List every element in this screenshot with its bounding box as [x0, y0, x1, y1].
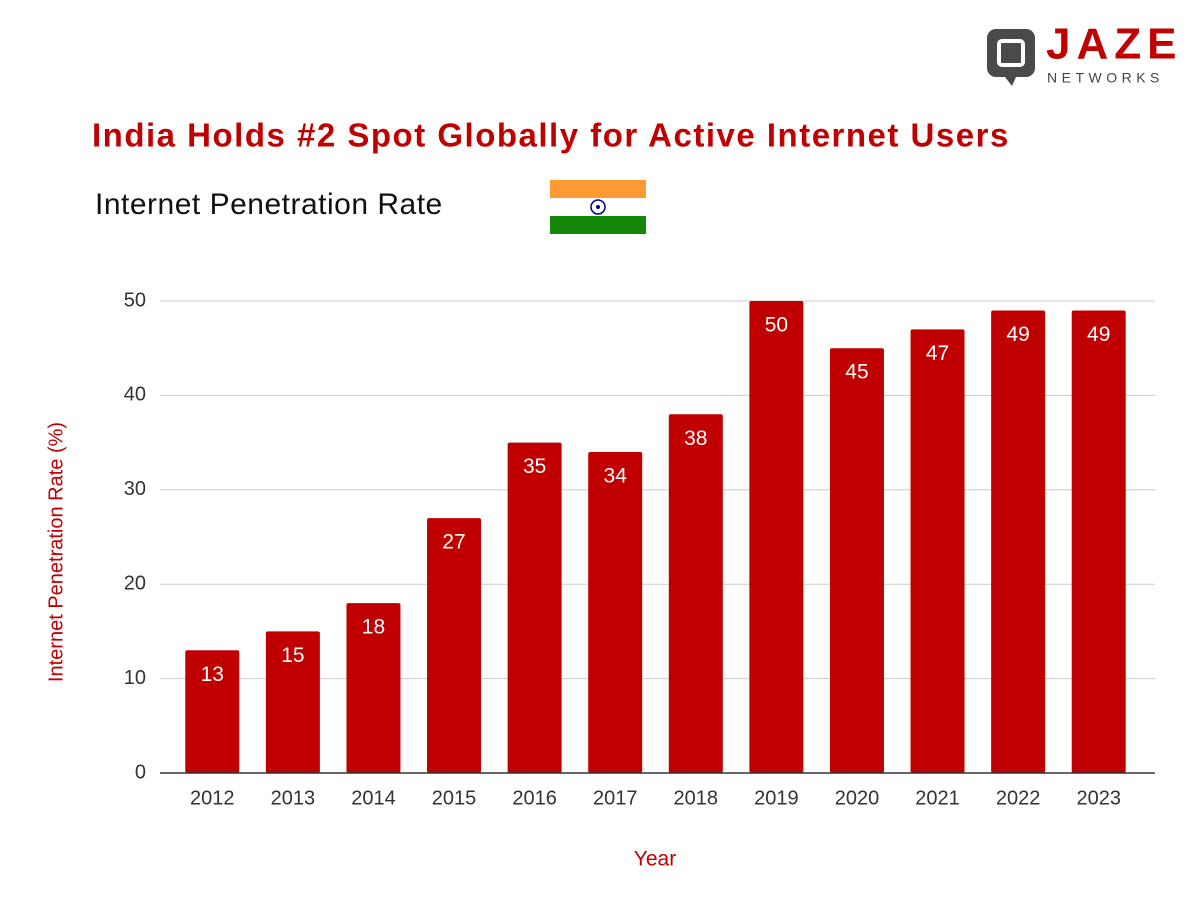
value-label: 49 — [1087, 323, 1110, 346]
logo: JAZE NETWORKS — [987, 20, 1182, 86]
value-label: 47 — [926, 342, 949, 365]
x-tick-label: 2023 — [1076, 787, 1121, 809]
x-tick-label: 2021 — [915, 787, 960, 809]
value-label: 49 — [1006, 323, 1029, 346]
value-label: 18 — [362, 616, 385, 639]
logo-icon — [987, 29, 1035, 77]
bar — [265, 631, 320, 773]
chart-title: India Holds #2 Spot Globally for Active … — [92, 117, 1010, 154]
y-tick-label: 10 — [124, 667, 146, 689]
bar — [427, 518, 482, 773]
chart-subtitle: Internet Penetration Rate — [95, 188, 443, 221]
y-axis-label: Internet Penetration Rate (%) — [45, 422, 67, 682]
bar — [185, 650, 240, 773]
bar — [668, 414, 723, 773]
y-tick-label: 20 — [124, 572, 146, 594]
bar — [749, 301, 804, 773]
bar — [991, 310, 1046, 773]
value-label: 45 — [845, 361, 868, 384]
value-label: 50 — [765, 314, 788, 337]
flag — [550, 180, 646, 234]
logo-icon-inner — [997, 39, 1025, 67]
logo-icon-tail — [1005, 77, 1016, 86]
x-tick-label: 2019 — [754, 787, 799, 809]
x-tick-label: 2017 — [593, 787, 638, 809]
x-tick-label: 2016 — [512, 787, 557, 809]
value-label: 27 — [442, 531, 465, 554]
x-tick-label: 2015 — [432, 787, 477, 809]
x-tick-label: 2022 — [996, 787, 1041, 809]
x-tick-label: 2012 — [190, 787, 235, 809]
x-tick-label: 2018 — [674, 787, 719, 809]
x-tick-label: 2013 — [271, 787, 316, 809]
y-tick-label: 40 — [124, 384, 146, 406]
bar — [507, 442, 562, 773]
bar — [1071, 310, 1126, 773]
bar — [910, 329, 965, 773]
flag-chakra-hub — [596, 205, 600, 209]
bar — [346, 603, 401, 773]
bar — [588, 452, 643, 773]
x-tick-label: 2020 — [835, 787, 880, 809]
x-tick-label: 2014 — [351, 787, 396, 809]
value-label: 15 — [281, 644, 304, 667]
flag-stripe — [550, 180, 646, 198]
y-tick-label: 0 — [135, 761, 146, 783]
value-label: 13 — [201, 663, 224, 686]
bar — [829, 348, 884, 773]
logo-name: JAZE — [1046, 20, 1182, 69]
y-tick-label: 50 — [124, 289, 146, 311]
y-tick-label: 30 — [124, 478, 146, 500]
x-axis-label: Year — [634, 848, 676, 871]
value-label: 35 — [523, 455, 546, 478]
value-label: 34 — [604, 465, 628, 488]
flag-chakra — [590, 199, 606, 215]
logo-tagline: NETWORKS — [1047, 70, 1164, 86]
value-label: 38 — [684, 427, 707, 450]
flag-stripe — [550, 216, 646, 234]
